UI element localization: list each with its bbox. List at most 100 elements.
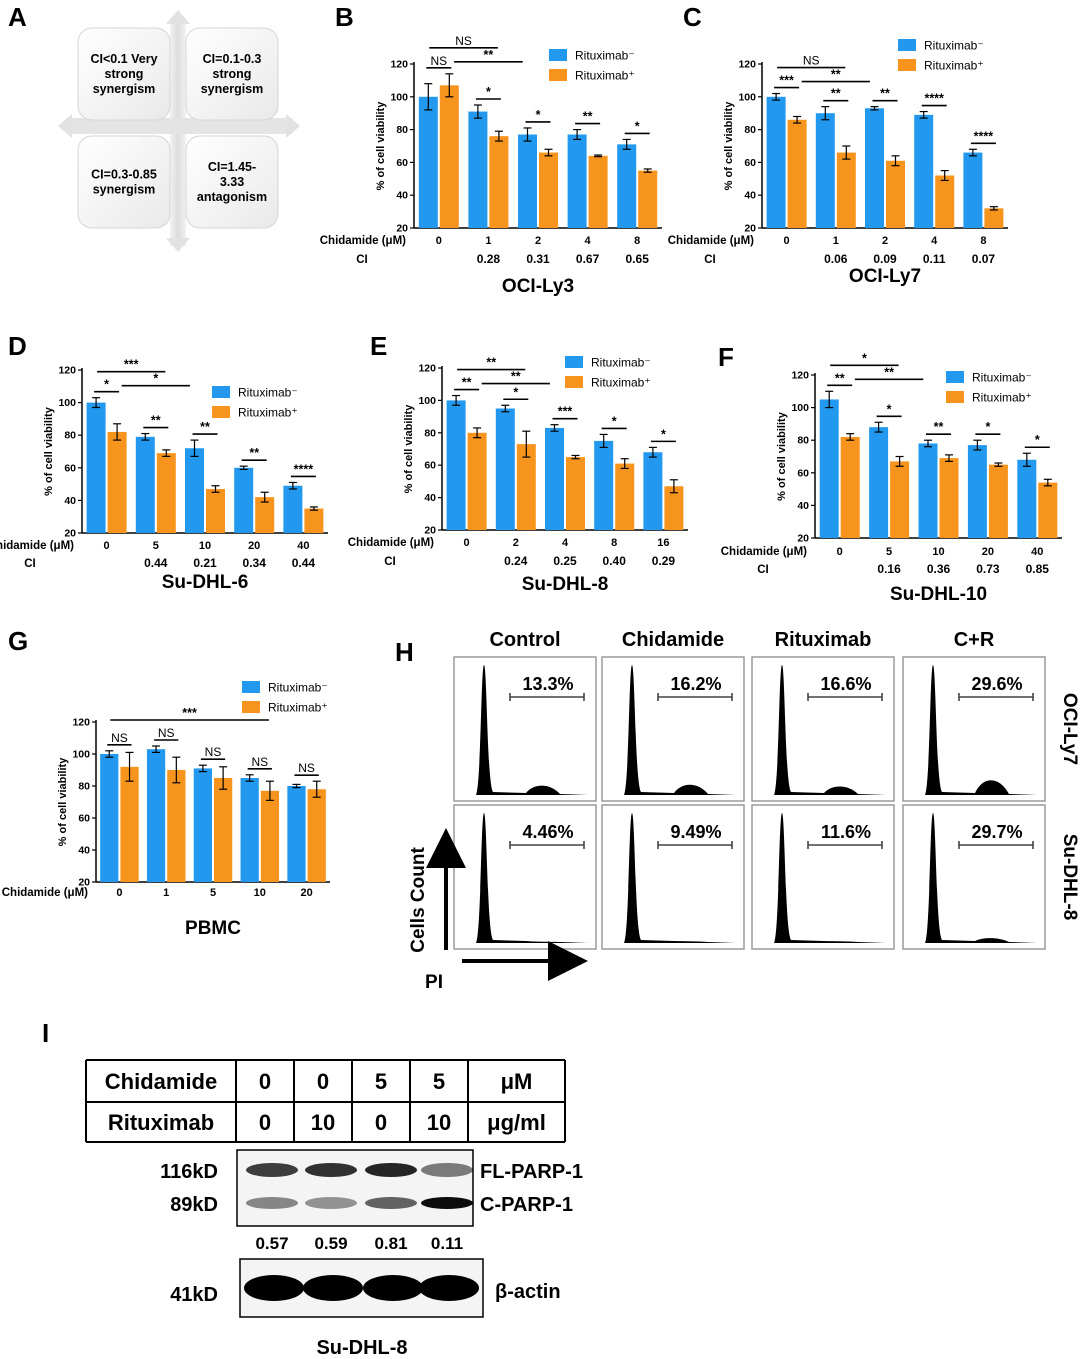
bar-rituximab-minus-8 — [963, 152, 983, 228]
legend-label-plus: Rituximab⁺ — [238, 406, 298, 420]
histogram-box — [453, 804, 597, 950]
table-cell: 0 — [259, 1069, 271, 1094]
significance-label: ** — [831, 87, 841, 101]
x-axis-label: Chidamide (μM) — [0, 540, 74, 552]
y-tick-label: 60 — [64, 462, 76, 474]
legend-swatch-minus — [565, 356, 583, 368]
legend-swatch-minus — [946, 371, 964, 383]
histogram-box — [751, 804, 895, 950]
bar-rituximab-plus-4 — [935, 175, 955, 228]
y-tick-label: 100 — [791, 402, 809, 414]
panel-b-chart: B 20 40 60 80 100 120 % of cell viability 0 1 0.28… — [320, 2, 662, 297]
bar-rituximab-plus-8 — [615, 463, 635, 530]
bar-rituximab-minus-4 — [914, 114, 934, 228]
quadrant-tl-line-0: CI<0.1 Very — [90, 52, 157, 66]
ci-value: 0.67 — [576, 252, 600, 266]
quadrant-br-line-0: CI=1.45- — [208, 160, 256, 174]
bar-rituximab-plus-16 — [664, 486, 684, 530]
chart-title: OCI-Ly7 — [849, 266, 921, 287]
panel-a-quadrant-diagram: A CI<0.1 VerystrongsynergismCI=0.1-0.3st… — [8, 2, 300, 252]
bar-rituximab-minus-0 — [100, 754, 119, 882]
quadrant-br-line-2: antagonism — [197, 190, 267, 204]
panel-letter-h: H — [395, 637, 414, 667]
legend-label-plus: Rituximab⁺ — [575, 69, 635, 83]
significance-label: NS — [455, 34, 472, 48]
significance-label: ** — [835, 371, 845, 385]
gate-percentage: 4.46% — [522, 822, 573, 842]
bar-rituximab-plus-0 — [840, 436, 860, 538]
ci-value: 0.09 — [873, 252, 897, 266]
x-tick-label: 2 — [535, 235, 541, 247]
significance-label: ** — [880, 87, 890, 101]
gate-percentage: 9.49% — [670, 822, 721, 842]
bar-rituximab-minus-1 — [468, 111, 488, 228]
x-tick-label: 0 — [464, 537, 470, 549]
x-tick-label: 40 — [297, 540, 309, 552]
significance-label: NS — [111, 731, 128, 745]
significance-label: NS — [803, 54, 820, 68]
bar-rituximab-minus-8 — [617, 144, 637, 228]
ci-value: 0.06 — [824, 252, 848, 266]
bar-rituximab-plus-2 — [886, 160, 905, 228]
x-tick-label: 8 — [634, 235, 640, 247]
bar-rituximab-plus-2 — [516, 444, 536, 530]
bar-rituximab-minus-20 — [287, 786, 306, 882]
ci-value: 0.34 — [243, 556, 267, 570]
panel-letter-g: G — [8, 626, 28, 656]
x-tick-label: 5 — [210, 887, 216, 899]
bar-rituximab-plus-10 — [939, 458, 959, 538]
table-cell: 0 — [375, 1110, 387, 1135]
ci-value: 0.21 — [193, 556, 217, 570]
panel-e-chart: E 20 40 60 80 100 120 % of cell viability 0 2 0.24… — [348, 331, 688, 595]
gate-percentage: 16.2% — [670, 674, 721, 694]
band-c-parp — [421, 1197, 473, 1209]
x-tick-label: 4 — [931, 235, 938, 247]
bar-rituximab-plus-20 — [255, 497, 275, 533]
x-tick-label: 1 — [833, 235, 839, 247]
bar-rituximab-minus-2 — [865, 108, 884, 228]
legend-label-plus: Rituximab⁺ — [268, 701, 328, 715]
significance-label: ** — [200, 420, 210, 434]
bar-rituximab-plus-8 — [638, 170, 658, 228]
legend-swatch-minus — [242, 681, 260, 693]
quadrant-top-right — [185, 27, 279, 121]
bar-rituximab-minus-2 — [518, 134, 537, 228]
band-c-parp — [365, 1197, 417, 1209]
band-ratio: 0.59 — [314, 1234, 347, 1253]
significance-label: * — [985, 420, 990, 434]
ci-value: 0.07 — [972, 252, 996, 266]
panel-letter-a: A — [8, 2, 27, 32]
gate-percentage: 29.6% — [971, 674, 1022, 694]
legend-swatch-plus — [242, 701, 260, 713]
gate-percentage: 29.7% — [971, 822, 1022, 842]
table-cell: 5 — [375, 1069, 387, 1094]
table-cell: μM — [501, 1069, 533, 1094]
bar-rituximab-minus-40 — [283, 485, 303, 533]
table-cell: 0 — [259, 1110, 271, 1135]
x-tick-label: 0 — [436, 235, 442, 247]
marker-label: 41kD — [170, 1284, 218, 1306]
bar-rituximab-plus-8 — [984, 208, 1004, 228]
significance-label: **** — [924, 92, 944, 106]
panel-letter-d: D — [8, 331, 27, 361]
x-tick-label: 10 — [199, 540, 211, 552]
ci-value: 0.24 — [504, 554, 528, 568]
ci-axis-label: CI — [704, 254, 716, 266]
significance-label: * — [635, 119, 640, 133]
significance-label: * — [513, 385, 518, 399]
ci-value: 0.16 — [877, 562, 901, 576]
legend-label-plus: Rituximab⁺ — [924, 59, 984, 73]
histogram-trace — [460, 813, 588, 943]
panel-letter-f: F — [718, 342, 734, 372]
flow-row-label: OCI-Ly7 — [1059, 693, 1080, 765]
significance-label: *** — [124, 358, 139, 372]
y-tick-label: 60 — [744, 157, 756, 169]
y-axis-label: % of cell viability — [776, 411, 788, 501]
x-tick-label: 4 — [585, 235, 592, 247]
ci-value: 0.85 — [1026, 562, 1050, 576]
table-cell: 10 — [311, 1110, 335, 1135]
panel-letter-i: I — [42, 1018, 49, 1048]
bar-rituximab-plus-0 — [120, 766, 139, 882]
legend-swatch-minus — [898, 39, 916, 51]
x-tick-label: 4 — [562, 537, 569, 549]
